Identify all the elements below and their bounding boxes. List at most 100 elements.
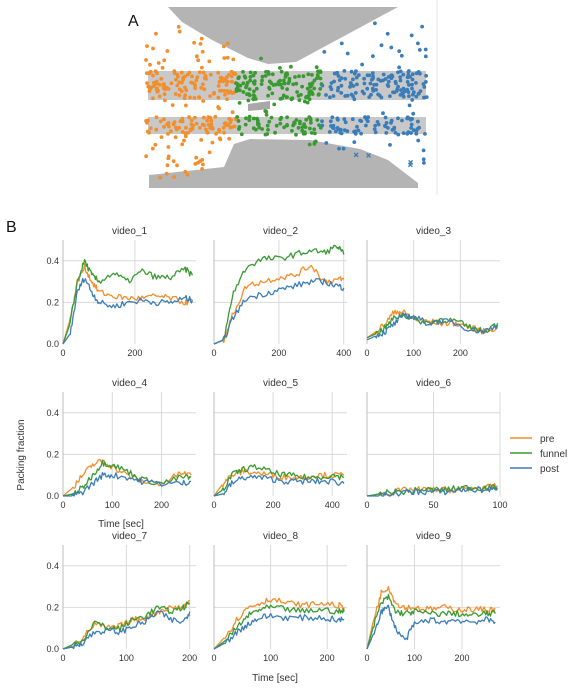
particle-dot bbox=[154, 87, 159, 92]
particle-dot bbox=[308, 116, 312, 120]
particle-dot bbox=[395, 87, 400, 91]
particle-dot bbox=[328, 119, 333, 124]
particle-dot bbox=[154, 127, 159, 132]
particle-dot bbox=[307, 82, 312, 86]
particle-dot bbox=[312, 86, 317, 91]
particle-dot bbox=[371, 89, 376, 93]
particle-dot bbox=[389, 45, 394, 50]
x-tick-label: 200 bbox=[320, 653, 335, 663]
center-obstacle bbox=[248, 101, 270, 111]
particle-dot bbox=[291, 123, 295, 128]
particle-dot bbox=[356, 128, 361, 133]
particle-dot bbox=[218, 137, 223, 142]
particle-dot bbox=[343, 120, 348, 125]
particle-dot bbox=[175, 83, 180, 88]
particle-dot bbox=[252, 89, 256, 94]
particle-dot bbox=[183, 93, 188, 98]
particle-dot bbox=[157, 94, 162, 99]
particle-dot bbox=[166, 87, 171, 91]
particle-dot bbox=[217, 129, 222, 134]
particle-dot bbox=[186, 72, 190, 77]
particle-dot bbox=[392, 125, 397, 130]
x-tick-label: 100 bbox=[492, 500, 507, 510]
particle-dot bbox=[255, 116, 259, 121]
particle-dot bbox=[212, 91, 216, 96]
particle-dot bbox=[263, 109, 268, 113]
particle-dot bbox=[179, 70, 184, 75]
particle-dot bbox=[186, 131, 191, 135]
particle-dot bbox=[260, 78, 264, 83]
series-line-post bbox=[62, 610, 191, 650]
subplot-video_4: video_4 0.0 0.2 0.4 0 100 200 bbox=[46, 378, 196, 510]
particle-dot bbox=[365, 73, 370, 78]
legend-label-funnel: funnel bbox=[540, 449, 567, 460]
series-line-pre bbox=[62, 599, 191, 650]
particle-dot bbox=[409, 33, 414, 38]
particle-dot bbox=[252, 79, 257, 83]
particle-dot bbox=[236, 76, 241, 81]
particle-dot bbox=[406, 70, 411, 74]
particle-dot bbox=[213, 114, 218, 119]
particle-dot bbox=[343, 94, 348, 98]
particle-dot bbox=[352, 129, 356, 134]
particle-dot bbox=[277, 82, 281, 87]
particle-dot bbox=[165, 49, 170, 53]
particle-dot bbox=[328, 85, 333, 89]
particle-dot bbox=[183, 134, 188, 139]
particle-dot bbox=[339, 76, 344, 80]
particle-dot bbox=[270, 72, 275, 77]
particle-dot bbox=[207, 150, 212, 155]
particle-dot bbox=[167, 124, 171, 129]
particle-dot bbox=[411, 128, 416, 133]
series-line-post bbox=[213, 612, 345, 650]
particle-dot bbox=[322, 50, 327, 54]
particle-dot bbox=[355, 82, 359, 87]
particle-dot bbox=[372, 127, 377, 131]
particle-scatter bbox=[144, 21, 429, 180]
subplot-video_9: video_9 0 100 200 bbox=[364, 531, 500, 663]
particle-dot bbox=[329, 124, 333, 128]
particle-dot bbox=[379, 43, 384, 48]
particle-dot bbox=[293, 75, 297, 79]
particle-dot bbox=[349, 69, 354, 74]
particle-dot bbox=[336, 127, 341, 132]
particle-dot bbox=[190, 74, 194, 79]
particle-dot bbox=[339, 91, 344, 95]
particle-dot bbox=[282, 125, 286, 130]
particle-dot bbox=[162, 117, 166, 122]
particle-dot bbox=[274, 123, 279, 128]
x-tick-label: 0 bbox=[364, 348, 369, 358]
particle-dot bbox=[341, 146, 346, 151]
particle-dot bbox=[194, 155, 199, 160]
particle-dot bbox=[280, 96, 284, 101]
series-line-pre bbox=[62, 458, 192, 497]
particle-dot bbox=[407, 103, 412, 108]
particle-dot bbox=[163, 98, 167, 103]
particle-dot bbox=[278, 121, 283, 126]
x-tick-label: 200 bbox=[271, 348, 286, 358]
series-line-funnel bbox=[213, 463, 345, 497]
particle-dot bbox=[318, 87, 323, 91]
particle-dot bbox=[219, 88, 224, 93]
particle-dot bbox=[371, 54, 375, 58]
particle-dot bbox=[183, 85, 187, 90]
particle-dot bbox=[306, 72, 311, 77]
particle-dot bbox=[177, 125, 182, 130]
particle-dot bbox=[407, 83, 411, 87]
x-tick-label: 200 bbox=[454, 653, 469, 663]
particle-dot bbox=[328, 95, 332, 100]
y-tick-label: 0.4 bbox=[46, 408, 59, 418]
particle-dot bbox=[388, 143, 392, 147]
particle-dot bbox=[353, 91, 358, 95]
particle-dot bbox=[381, 111, 385, 116]
particle-cross bbox=[366, 152, 372, 158]
particle-dot bbox=[292, 120, 297, 125]
particle-dot bbox=[161, 82, 166, 86]
particle-dot bbox=[396, 116, 400, 121]
series-line-pre bbox=[213, 467, 345, 497]
particle-dot bbox=[264, 70, 268, 74]
y-tick-label: 0.4 bbox=[46, 256, 59, 266]
particle-dot bbox=[185, 172, 190, 177]
particle-dot bbox=[223, 92, 227, 97]
